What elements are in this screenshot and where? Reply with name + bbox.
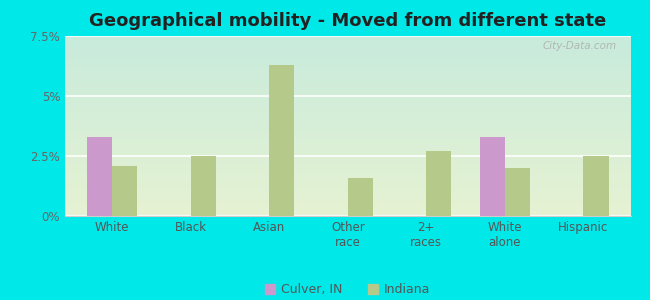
Title: Geographical mobility - Moved from different state: Geographical mobility - Moved from diffe… xyxy=(89,12,606,30)
Bar xyxy=(269,65,294,216)
Bar xyxy=(348,178,373,216)
Text: City-Data.com: City-Data.com xyxy=(542,41,616,51)
Bar xyxy=(505,168,530,216)
Legend: Culver, IN, Indiana: Culver, IN, Indiana xyxy=(265,283,430,296)
Bar xyxy=(190,156,216,216)
Bar xyxy=(112,166,137,216)
Bar xyxy=(426,151,452,216)
Bar xyxy=(584,156,608,216)
Bar xyxy=(480,137,505,216)
Bar xyxy=(87,137,112,216)
